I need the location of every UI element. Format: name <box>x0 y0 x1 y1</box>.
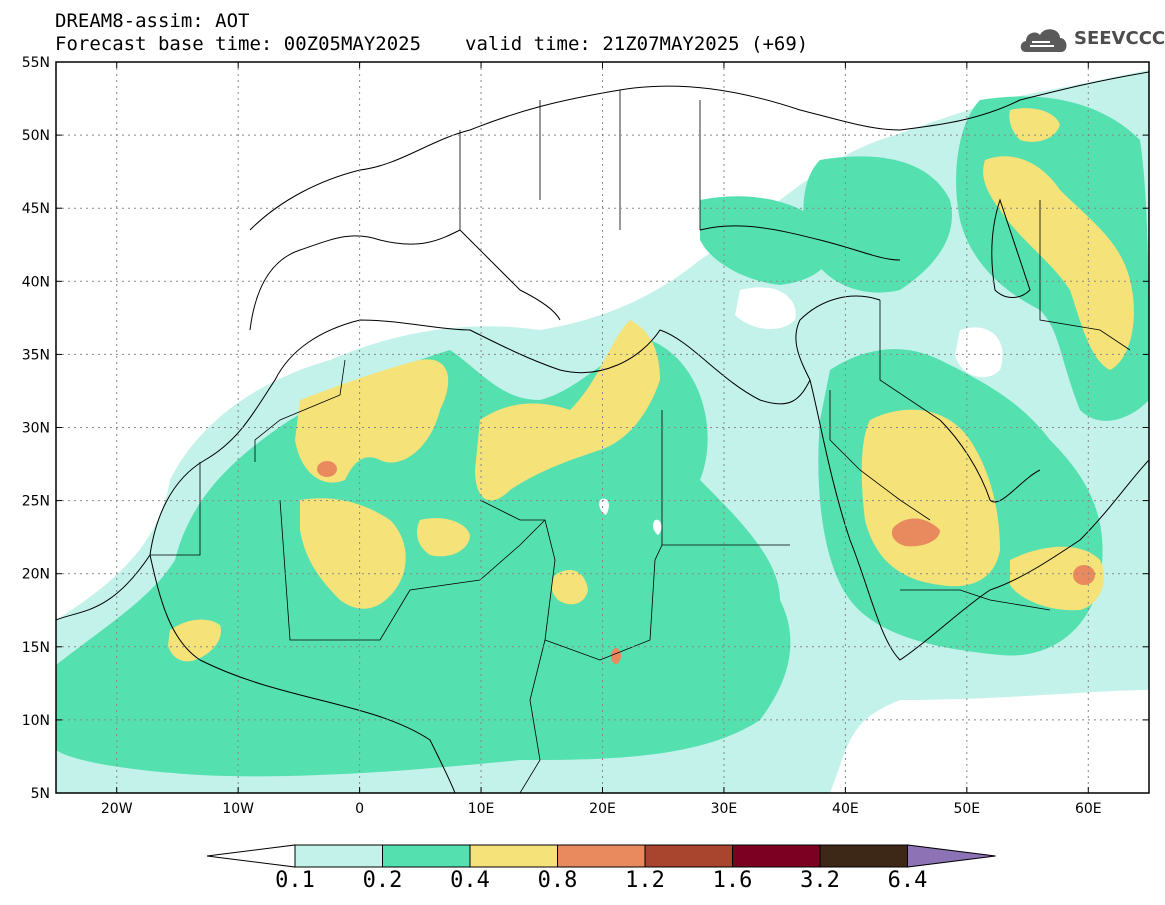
map-title: DREAM8-assim: AOT <box>55 10 250 32</box>
coastlines <box>56 71 1149 793</box>
lon-label: 0 <box>355 801 364 817</box>
colorbar-segment <box>382 844 471 868</box>
colorbar-segment <box>469 844 558 868</box>
colorbar-segment <box>732 844 821 868</box>
time-info: Forecast base time: 00Z05MAY2025 valid ti… <box>55 33 808 55</box>
colorbar-label: 0.2 <box>362 868 403 893</box>
lat-label: 20N <box>22 567 50 583</box>
colorbar-label: 0.4 <box>450 868 490 893</box>
lat-label: 5N <box>31 786 50 802</box>
country-borders <box>150 90 1131 793</box>
colorbar-segment <box>819 844 908 868</box>
graticule <box>56 62 1149 793</box>
colorbar-segment <box>294 844 383 868</box>
lat-label: 15N <box>22 640 50 656</box>
aot-level-0.4 <box>168 108 1134 662</box>
cloud-icon <box>1020 29 1067 52</box>
colorbar-label: 1.6 <box>712 868 753 893</box>
lon-label: 20E <box>589 801 616 817</box>
colorbar-label: 1.2 <box>625 868 665 893</box>
forecast-base-time: Forecast base time: 00Z05MAY2025 <box>55 33 422 55</box>
valid-time: valid time: 21Z07MAY2025 (+69) <box>465 33 809 55</box>
lon-label: 60E <box>1075 801 1102 817</box>
logo-text: SEEVCCC <box>1074 28 1165 49</box>
colorbar-segment <box>557 844 646 868</box>
lon-label: 10W <box>222 801 254 817</box>
lat-label: 30N <box>22 421 50 437</box>
lon-label: 30E <box>711 801 738 817</box>
lon-label: 10E <box>468 801 495 817</box>
colorbar-over-arrow <box>907 844 996 868</box>
aot-level-0.8 <box>317 461 1095 664</box>
colorbar-label: 0.1 <box>275 868 315 893</box>
lon-label: 40E <box>832 801 859 817</box>
lat-label: 50N <box>22 128 50 144</box>
lat-label: 45N <box>22 201 50 217</box>
lon-label: 20W <box>101 801 133 817</box>
lat-label: 40N <box>22 274 50 290</box>
colorbar-label: 6.4 <box>887 868 928 893</box>
colorbar-label: 0.8 <box>537 868 578 893</box>
lat-label: 25N <box>22 494 50 510</box>
colorbar-label: 3.2 <box>800 868 840 893</box>
lat-label: 35N <box>22 347 50 363</box>
colorbar <box>206 844 996 868</box>
seevccc-logo: SEEVCCC <box>1018 22 1165 58</box>
colorbar-under-arrow <box>206 844 296 868</box>
axis-ticks: 20W 10W 0 10E 20E 30E 40E 50E 60E 55N 50N 45N 40N 35N… <box>22 55 1149 817</box>
lat-label: 10N <box>22 713 50 729</box>
lat-label: 55N <box>22 55 50 71</box>
lon-label: 50E <box>953 801 980 817</box>
colorbar-segment <box>644 844 733 868</box>
